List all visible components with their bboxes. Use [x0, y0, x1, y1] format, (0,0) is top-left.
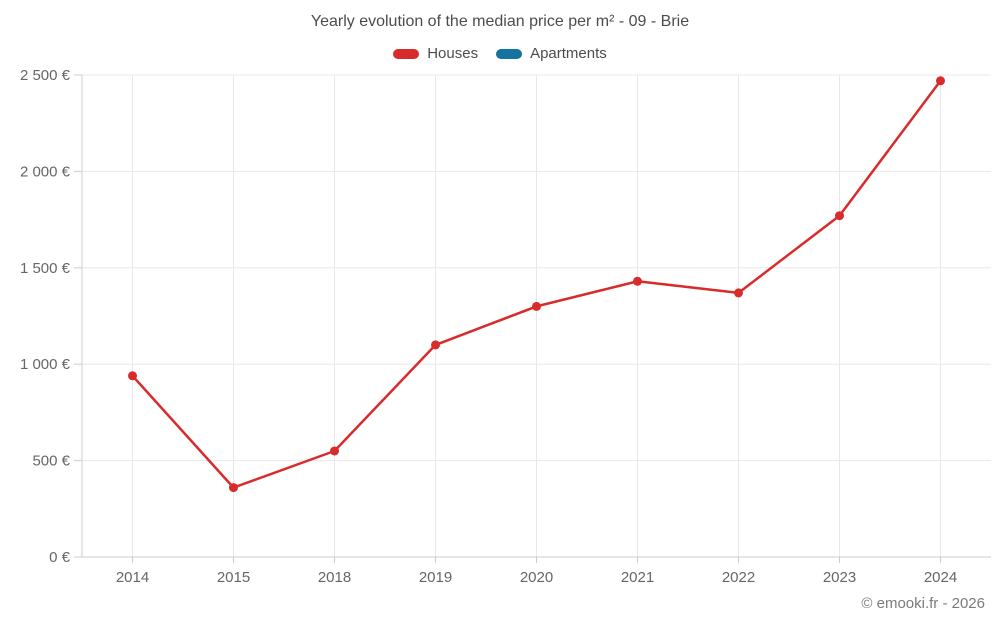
houses-data-point[interactable] [431, 340, 440, 350]
x-axis-label: 2021 [621, 569, 654, 586]
y-axis-label: 0 € [49, 549, 71, 566]
y-axis-label: 2 000 € [20, 163, 71, 180]
x-axis-label: 2024 [924, 569, 957, 586]
x-axis-label: 2015 [217, 569, 250, 586]
legend-label: Apartments [530, 45, 607, 62]
legend-label: Houses [427, 45, 479, 62]
houses-data-point[interactable] [229, 483, 238, 493]
legend-swatch-icon [496, 48, 523, 59]
y-axis-label: 2 500 € [20, 67, 71, 84]
y-axis-label: 500 € [32, 453, 70, 470]
houses-data-point[interactable] [128, 371, 137, 381]
legend: Houses Apartments [0, 45, 1000, 62]
houses-data-point[interactable] [936, 76, 945, 86]
y-axis-label: 1 500 € [20, 260, 71, 277]
x-axis-label: 2023 [823, 569, 856, 586]
legend-swatch-icon [393, 48, 420, 59]
houses-data-point[interactable] [532, 301, 541, 311]
x-axis-label: 2019 [419, 569, 452, 586]
houses-data-point[interactable] [835, 211, 844, 221]
legend-item-apartments[interactable]: Apartments [496, 45, 607, 62]
credit-text: © emooki.fr - 2026 [861, 595, 985, 612]
houses-data-point[interactable] [734, 288, 743, 298]
legend-item-houses[interactable]: Houses [393, 45, 478, 62]
houses-data-point[interactable] [633, 276, 642, 286]
x-axis-label: 2018 [318, 569, 351, 586]
x-axis-label: 2014 [116, 569, 149, 586]
chart-title: Yearly evolution of the median price per… [310, 13, 690, 30]
x-axis-label: 2022 [722, 569, 755, 586]
x-axis-label: 2020 [520, 569, 553, 586]
houses-data-point[interactable] [330, 446, 339, 456]
y-axis-label: 1 000 € [20, 356, 71, 373]
